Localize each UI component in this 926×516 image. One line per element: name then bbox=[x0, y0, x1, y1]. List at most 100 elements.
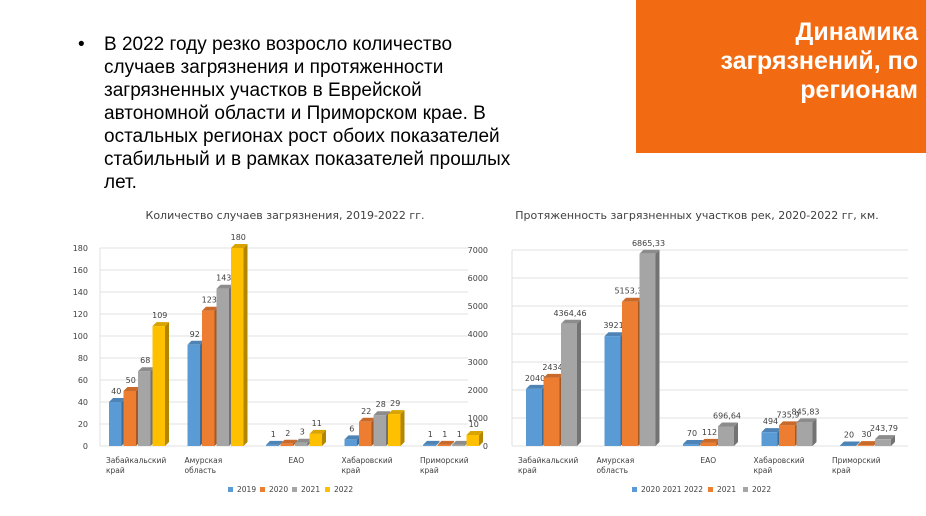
bar-top bbox=[231, 244, 248, 248]
y-tick-label: 180 bbox=[73, 244, 88, 253]
bar bbox=[373, 415, 386, 446]
bar-top bbox=[388, 410, 405, 415]
data-label: 1 bbox=[457, 430, 462, 439]
bar-top bbox=[138, 367, 155, 372]
bar bbox=[718, 426, 734, 446]
data-label: 92 bbox=[190, 330, 200, 339]
data-label: 123 bbox=[202, 296, 217, 305]
bar bbox=[683, 444, 699, 446]
data-label: 5153,35 bbox=[614, 287, 647, 296]
data-label: 20 bbox=[844, 430, 854, 439]
bar bbox=[187, 344, 200, 446]
data-label: 735,9 bbox=[777, 410, 800, 419]
data-label: 6865,33 bbox=[632, 239, 665, 248]
bar-side bbox=[577, 319, 581, 446]
category-label: Хабаровский край bbox=[342, 456, 393, 475]
y-tick-label: 0 bbox=[83, 442, 88, 451]
bar bbox=[423, 444, 436, 446]
bar bbox=[796, 422, 813, 446]
bar bbox=[123, 391, 136, 446]
bar-top bbox=[796, 418, 817, 423]
category-label: Амурская область bbox=[597, 456, 635, 475]
title-banner: Динамика загрязнений, по регионам bbox=[636, 0, 926, 153]
data-label: 180 bbox=[231, 233, 246, 242]
legend-label: 2020 2021 2022 bbox=[641, 485, 703, 494]
category-label: Приморский край bbox=[420, 456, 469, 475]
bar bbox=[266, 444, 279, 446]
data-label: 50 bbox=[126, 376, 136, 385]
legend-label: 2020 bbox=[269, 485, 288, 494]
y-tick-label: 7000 bbox=[468, 246, 488, 255]
bar-side bbox=[891, 435, 895, 446]
category-label: Амурская область bbox=[185, 456, 223, 475]
y-tick-label: 40 bbox=[78, 398, 88, 407]
data-label: 3921 bbox=[603, 321, 623, 330]
category-label: Забайкальский край bbox=[106, 456, 166, 475]
data-label: 3 bbox=[300, 428, 305, 437]
bar-side bbox=[278, 440, 283, 446]
data-label: 845,83 bbox=[792, 407, 820, 416]
bar-top bbox=[561, 319, 581, 324]
legend-label: 2019 bbox=[237, 485, 256, 494]
bar bbox=[561, 323, 577, 446]
bar bbox=[779, 425, 795, 446]
data-label: 494 bbox=[763, 417, 778, 426]
data-label: 29 bbox=[390, 399, 400, 408]
bar-top bbox=[466, 431, 483, 435]
category-label: ЕАО bbox=[288, 456, 304, 465]
data-label: 28 bbox=[376, 400, 386, 409]
bar-top bbox=[123, 387, 140, 391]
bar bbox=[309, 433, 322, 446]
bar bbox=[344, 439, 357, 446]
bar-top bbox=[718, 422, 738, 427]
legend-label: 2021 bbox=[717, 485, 736, 494]
data-label: 112 bbox=[702, 428, 717, 437]
bar-top bbox=[700, 438, 721, 443]
bar bbox=[109, 402, 122, 446]
bar bbox=[359, 421, 372, 446]
bar-top bbox=[875, 435, 895, 440]
y-tick-label: 6000 bbox=[468, 274, 488, 283]
bar-top bbox=[639, 249, 660, 254]
bar-side bbox=[655, 249, 660, 446]
bar-top bbox=[604, 332, 625, 337]
legend-label: 2021 bbox=[301, 485, 320, 494]
data-label: 30 bbox=[861, 430, 871, 439]
bar-top bbox=[840, 441, 860, 446]
y-tick-label: 160 bbox=[73, 266, 88, 275]
data-label: 70 bbox=[687, 429, 697, 438]
bar-top bbox=[779, 421, 799, 426]
bar-top bbox=[187, 340, 204, 345]
bar bbox=[202, 310, 215, 446]
bar-top bbox=[359, 417, 376, 422]
data-label: 2434 bbox=[542, 363, 562, 372]
bullet-text: В 2022 году резко возросло количество сл… bbox=[104, 34, 511, 193]
chart-title: Количество случаев загрязнения, 2019-202… bbox=[146, 209, 425, 222]
bar bbox=[857, 445, 874, 446]
bar bbox=[840, 445, 856, 446]
bar bbox=[639, 253, 656, 446]
y-tick-label: 80 bbox=[78, 354, 88, 363]
data-label: 22 bbox=[361, 407, 371, 416]
bullet-dot: • bbox=[78, 34, 85, 55]
chart-1: Количество случаев загрязнения, 2019-202… bbox=[73, 209, 483, 494]
legend-swatch bbox=[743, 487, 748, 492]
bar bbox=[452, 444, 465, 446]
bar-side bbox=[165, 322, 169, 446]
bar bbox=[280, 443, 293, 446]
bar bbox=[622, 301, 638, 446]
y-tick-label: 0 bbox=[483, 442, 488, 451]
chart-title: Протяженность загрязненных участков рек,… bbox=[515, 209, 878, 222]
y-tick-label: 4000 bbox=[468, 330, 488, 339]
bar bbox=[466, 435, 479, 446]
bar bbox=[216, 288, 229, 446]
legend-swatch bbox=[260, 487, 265, 492]
bar-top bbox=[423, 440, 440, 445]
legend-swatch bbox=[228, 487, 233, 492]
bar bbox=[543, 377, 560, 446]
data-label: 4364,46 bbox=[553, 309, 586, 318]
slide-title: Динамика загрязнений, по регионам bbox=[720, 18, 918, 104]
y-tick-label: 20 bbox=[78, 420, 88, 429]
data-label: 11 bbox=[312, 419, 322, 428]
